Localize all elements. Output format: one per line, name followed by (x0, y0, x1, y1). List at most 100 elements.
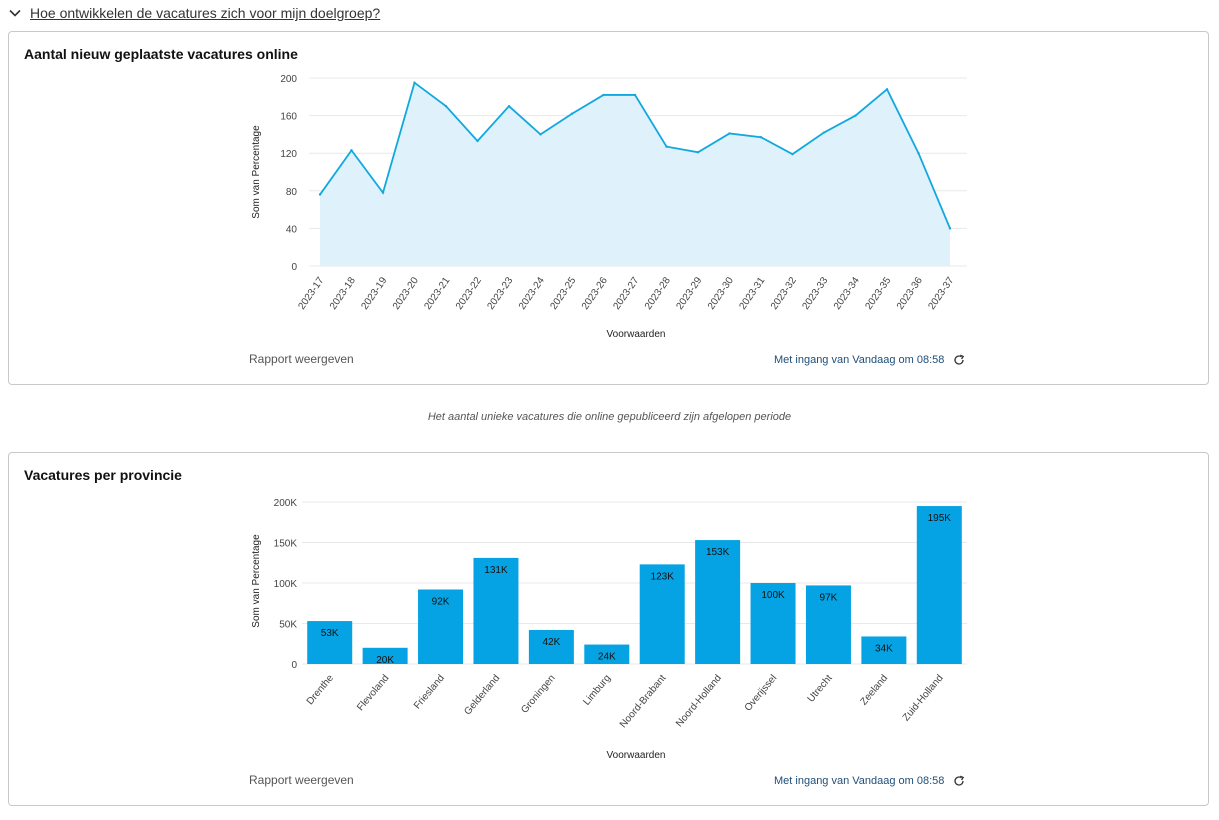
x-tick-label: 2023-21 (422, 275, 452, 312)
bar (473, 557, 519, 664)
x-tick-label: Zeeland (859, 673, 891, 708)
bar-value-label: 195K (928, 513, 952, 524)
data-point (885, 88, 889, 91)
as-of-text: Met ingang van Vandaag om 08:58 (774, 354, 945, 366)
x-tick-label: 2023-29 (674, 275, 704, 312)
y-tick-label: 80 (286, 187, 298, 198)
data-point (350, 149, 353, 152)
report-link[interactable]: Rapport weergeven (249, 352, 354, 366)
data-point (381, 191, 385, 194)
bar-value-label: 92K (432, 596, 450, 607)
bar (307, 621, 353, 664)
data-point (822, 131, 826, 134)
bar (584, 644, 630, 664)
data-point (570, 112, 574, 115)
chevron-down-icon (9, 9, 21, 17)
data-point (665, 145, 668, 148)
section-toggle[interactable]: Hoe ontwikkelen de vacatures zich voor m… (8, 2, 380, 24)
x-tick-label: Gelderland (462, 673, 502, 718)
x-tick-label: 2023-20 (391, 275, 421, 312)
data-point (948, 227, 952, 230)
chart-caption: Het aantal unieke vacatures die online g… (427, 411, 792, 423)
x-tick-label: 2023-17 (296, 275, 326, 312)
x-tick-label: Zuid-Holland (901, 673, 946, 724)
x-tick-label: Noord-Brabant (618, 673, 669, 730)
bar (362, 647, 408, 664)
x-tick-label: 2023-36 (895, 275, 925, 312)
y-axis-title: Som van Percentage (251, 534, 262, 628)
data-point (917, 152, 920, 155)
bar-value-label: 42K (542, 637, 560, 648)
bar-value-label: 24K (598, 652, 616, 663)
data-point (318, 193, 322, 196)
as-of-text: Met ingang van Vandaag om 08:58 (774, 775, 945, 787)
bar-chart: 0 50K 100K 150K 200K 53K Drenthe 20K Flevoland 92… (251, 498, 967, 761)
bar-value-label: 53K (321, 628, 339, 639)
data-point (696, 151, 700, 154)
bar-chart-card: Vacatures per provincie 0 50K 100K 150K 200K… (8, 452, 1209, 806)
x-tick-label: 2023-23 (485, 275, 515, 312)
x-tick-label: Overijssel (743, 673, 780, 714)
data-point (854, 114, 857, 117)
y-tick-label: 200 (280, 74, 297, 85)
bar-value-label: 100K (761, 590, 785, 601)
x-tick-label: 2023-27 (611, 275, 641, 312)
data-point (444, 105, 448, 108)
x-tick-label: 2023-30 (706, 275, 736, 312)
y-tick-label: 50K (279, 620, 297, 631)
data-point (539, 133, 542, 136)
bar-value-label: 34K (875, 643, 893, 654)
bar (861, 636, 907, 664)
data-point (602, 93, 605, 97)
y-tick-label: 0 (291, 660, 297, 671)
data-point (507, 105, 511, 108)
x-tick-label: Noord-Holland (674, 673, 724, 729)
x-tick-label: 2023-31 (737, 275, 767, 312)
y-tick-label: 160 (280, 112, 297, 123)
bar (528, 629, 574, 664)
x-tick-label: 2023-35 (863, 275, 893, 312)
y-tick-label: 150K (274, 539, 298, 550)
bar (639, 564, 685, 664)
refresh-icon[interactable] (953, 775, 965, 787)
x-tick-label: 2023-25 (548, 275, 578, 312)
refresh-icon[interactable] (953, 354, 965, 366)
x-tick-label: Groningen (519, 673, 557, 716)
line-chart-card: Aantal nieuw geplaatste vacatures online… (8, 31, 1209, 385)
y-axis-title: Som van Percentage (251, 125, 262, 219)
x-tick-label: 2023-24 (517, 275, 547, 312)
data-point (759, 136, 763, 139)
data-point (476, 139, 479, 143)
y-tick-label: 40 (286, 224, 298, 235)
bar-value-label: 20K (376, 655, 394, 666)
section-toggle-label[interactable]: Hoe ontwikkelen de vacatures zich voor m… (30, 5, 381, 21)
x-tick-label: 2023-37 (926, 275, 956, 312)
x-axis-title: Voorwaarden (607, 750, 666, 761)
as-of-status: Met ingang van Vandaag om 08:58 (774, 354, 965, 366)
x-tick-label: 2023-18 (328, 275, 358, 312)
y-tick-label: 0 (291, 262, 297, 273)
as-of-status: Met ingang van Vandaag om 08:58 (774, 775, 965, 787)
bar-value-label: 153K (706, 547, 730, 558)
report-link[interactable]: Rapport weergeven (249, 773, 354, 787)
chart-title: Aantal nieuw geplaatste vacatures online (24, 46, 298, 62)
x-tick-label: Flevoland (355, 673, 391, 713)
bar-value-label: 131K (484, 565, 508, 576)
x-tick-label: Friesland (412, 673, 447, 712)
x-tick-label: 2023-22 (454, 275, 484, 312)
y-tick-label: 120 (280, 149, 297, 160)
y-tick-label: 200K (274, 498, 298, 509)
x-tick-label: Drenthe (305, 673, 337, 708)
bar (695, 540, 741, 664)
bar (750, 583, 796, 664)
data-point (413, 81, 416, 84)
x-tick-label: 2023-26 (580, 275, 610, 312)
bar-value-label: 123K (651, 571, 675, 582)
data-point (633, 93, 637, 97)
x-tick-label: 2023-34 (832, 275, 862, 312)
bar (805, 585, 851, 664)
data-point (791, 152, 794, 156)
x-axis-title: Voorwaarden (607, 329, 666, 340)
x-tick-label: Utrecht (806, 673, 835, 705)
